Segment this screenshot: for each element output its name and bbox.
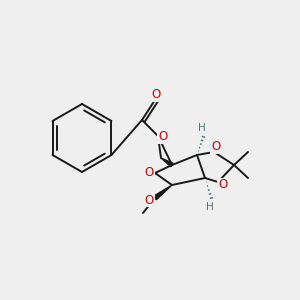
Text: O: O <box>144 194 154 206</box>
Text: O: O <box>144 167 154 179</box>
Text: H: H <box>198 123 206 133</box>
Text: O: O <box>212 140 220 154</box>
Text: O: O <box>218 178 228 191</box>
Text: H: H <box>206 202 214 212</box>
Text: O: O <box>158 130 168 143</box>
Polygon shape <box>161 158 173 167</box>
Polygon shape <box>154 185 172 200</box>
Text: O: O <box>152 88 160 101</box>
